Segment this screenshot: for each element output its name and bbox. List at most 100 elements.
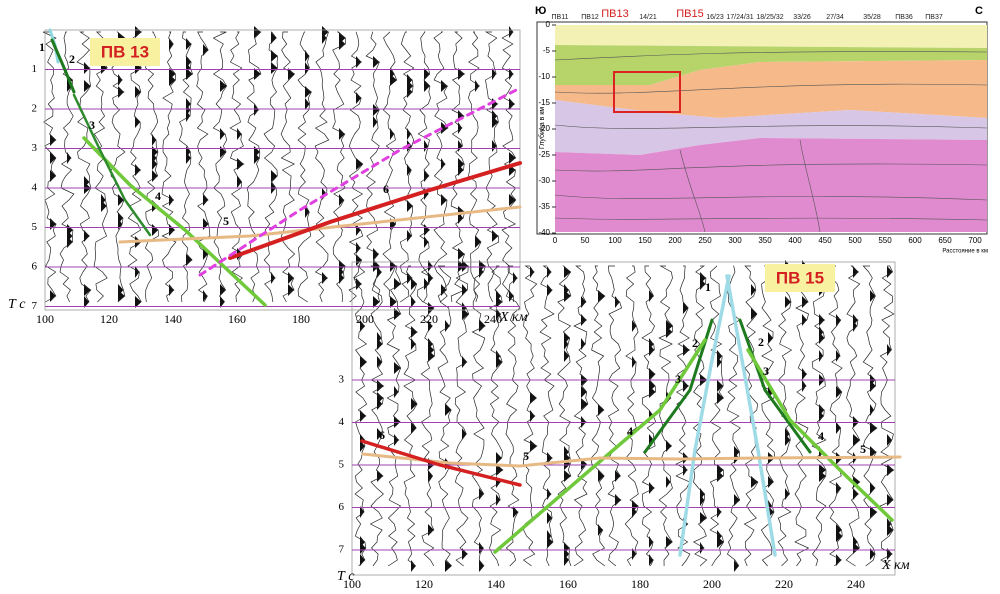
y-tick-label: 4 bbox=[339, 416, 345, 428]
wiggle-lobe bbox=[152, 170, 158, 182]
wiggle-lobe bbox=[462, 284, 468, 296]
wiggle-lobe bbox=[411, 278, 417, 290]
wiggle-lobe bbox=[547, 284, 553, 296]
wiggle-lobe bbox=[717, 470, 724, 482]
x-tick-label: 200 bbox=[356, 312, 374, 326]
wiggle-lobe bbox=[734, 560, 739, 572]
profile-label: 33/26 bbox=[793, 14, 811, 21]
wiggle-lobe bbox=[169, 74, 176, 86]
trace bbox=[743, 265, 759, 567]
wiggle-lobe bbox=[870, 548, 876, 560]
panel-title: ПВ 13 bbox=[101, 42, 149, 61]
depth-tick-label: -15 bbox=[538, 98, 550, 107]
trace bbox=[76, 31, 92, 303]
wiggle-lobe bbox=[598, 290, 605, 302]
wiggle-lobe bbox=[360, 440, 365, 452]
wiggle-lobe bbox=[564, 350, 570, 362]
wiggle-lobe bbox=[390, 260, 396, 272]
wiggle-lobe bbox=[135, 266, 140, 278]
y-tick-label: 3 bbox=[339, 374, 345, 386]
wiggle-lobe bbox=[887, 524, 894, 536]
x-tick-label: 240 bbox=[484, 312, 502, 326]
wiggle-lobe bbox=[50, 290, 56, 302]
wiggle-lobe bbox=[768, 332, 773, 344]
trace bbox=[624, 265, 639, 567]
wiggle-lobe bbox=[271, 50, 278, 62]
wiggle-lobe bbox=[220, 128, 226, 140]
wiggle-lobe bbox=[496, 452, 502, 464]
y-tick-label: 7 bbox=[339, 544, 345, 556]
highlight-box bbox=[613, 71, 681, 113]
trace bbox=[369, 265, 385, 567]
layer-middle bbox=[555, 60, 987, 118]
wiggle-lobe bbox=[853, 320, 858, 332]
distance-tick-label: 600 bbox=[908, 236, 922, 245]
depth-tick-label: -25 bbox=[538, 150, 550, 159]
wiggle-lobe bbox=[496, 494, 501, 506]
wiggle-lobe bbox=[887, 344, 892, 356]
wiggle-lobe bbox=[598, 470, 605, 482]
y-tick-label: 5 bbox=[32, 221, 38, 233]
wiggle-lobe bbox=[428, 350, 435, 362]
curve-label: 1 bbox=[705, 280, 711, 294]
wiggle-lobe bbox=[853, 542, 860, 554]
wiggle-lobe bbox=[649, 386, 656, 398]
distance-tick-label: 650 bbox=[938, 236, 952, 245]
wiggle-lobe bbox=[530, 440, 537, 452]
wiggle-lobe bbox=[751, 284, 756, 296]
wiggle-lobe bbox=[407, 230, 412, 242]
wiggle-lobe bbox=[271, 32, 277, 44]
wiggle-lobe bbox=[220, 284, 226, 296]
trace bbox=[539, 265, 555, 567]
y-tick-label: 2 bbox=[32, 103, 38, 115]
panel-frame bbox=[351, 261, 896, 576]
depth-tick-label: -5 bbox=[543, 46, 551, 55]
profile-label: ПВ13 bbox=[601, 8, 628, 20]
trace bbox=[505, 265, 521, 567]
wiggle-lobe bbox=[717, 356, 722, 368]
wiggle-lobe bbox=[802, 296, 809, 308]
trace bbox=[590, 265, 606, 567]
wiggle-lobe bbox=[462, 356, 467, 368]
wiggle-lobe bbox=[101, 200, 107, 212]
depth-tick-label: 0 bbox=[546, 20, 551, 29]
curve-label: 6 bbox=[379, 428, 385, 442]
wiggle-lobe bbox=[475, 80, 480, 92]
wiggle-lobe bbox=[819, 314, 825, 326]
trace bbox=[501, 31, 517, 303]
trace bbox=[399, 31, 415, 303]
wiggle-lobe bbox=[322, 32, 327, 44]
isolines bbox=[554, 51, 988, 233]
wiggle-lobe bbox=[887, 494, 894, 506]
wiggle-lobe bbox=[530, 266, 535, 278]
wiggle-lobe bbox=[853, 266, 859, 278]
x-tick-label: 120 bbox=[415, 577, 433, 591]
trace bbox=[110, 31, 126, 303]
wiggle-lobe bbox=[305, 206, 310, 218]
curve-label: 3 bbox=[89, 118, 95, 132]
wiggle-lobe bbox=[836, 422, 841, 434]
trace bbox=[93, 31, 108, 303]
pv13-curves bbox=[48, 28, 522, 307]
wiggle-lobe bbox=[649, 482, 655, 494]
trace bbox=[811, 265, 827, 567]
wiggle-lobe bbox=[377, 428, 383, 440]
curve-label: 6 bbox=[383, 182, 389, 196]
curve-label: 3 bbox=[675, 372, 681, 386]
y-tick-label: 6 bbox=[339, 501, 345, 513]
profile-label: ПВ12 bbox=[581, 14, 599, 21]
trace bbox=[382, 31, 398, 303]
profile-label: 27/34 bbox=[826, 14, 844, 21]
wiggle-lobe bbox=[649, 344, 655, 356]
wiggle-lobe bbox=[360, 410, 366, 422]
wiggle-lobe bbox=[802, 380, 807, 392]
distance-tick-label: 150 bbox=[638, 236, 652, 245]
wiggle-lobe bbox=[339, 128, 345, 140]
wiggle-lobe bbox=[700, 512, 707, 524]
wiggle-lobe bbox=[581, 386, 587, 398]
curve-label: 2 bbox=[758, 335, 764, 349]
wiggle-lobe bbox=[700, 542, 705, 554]
x-axis-label: Х км bbox=[881, 558, 910, 573]
trace bbox=[794, 265, 810, 567]
